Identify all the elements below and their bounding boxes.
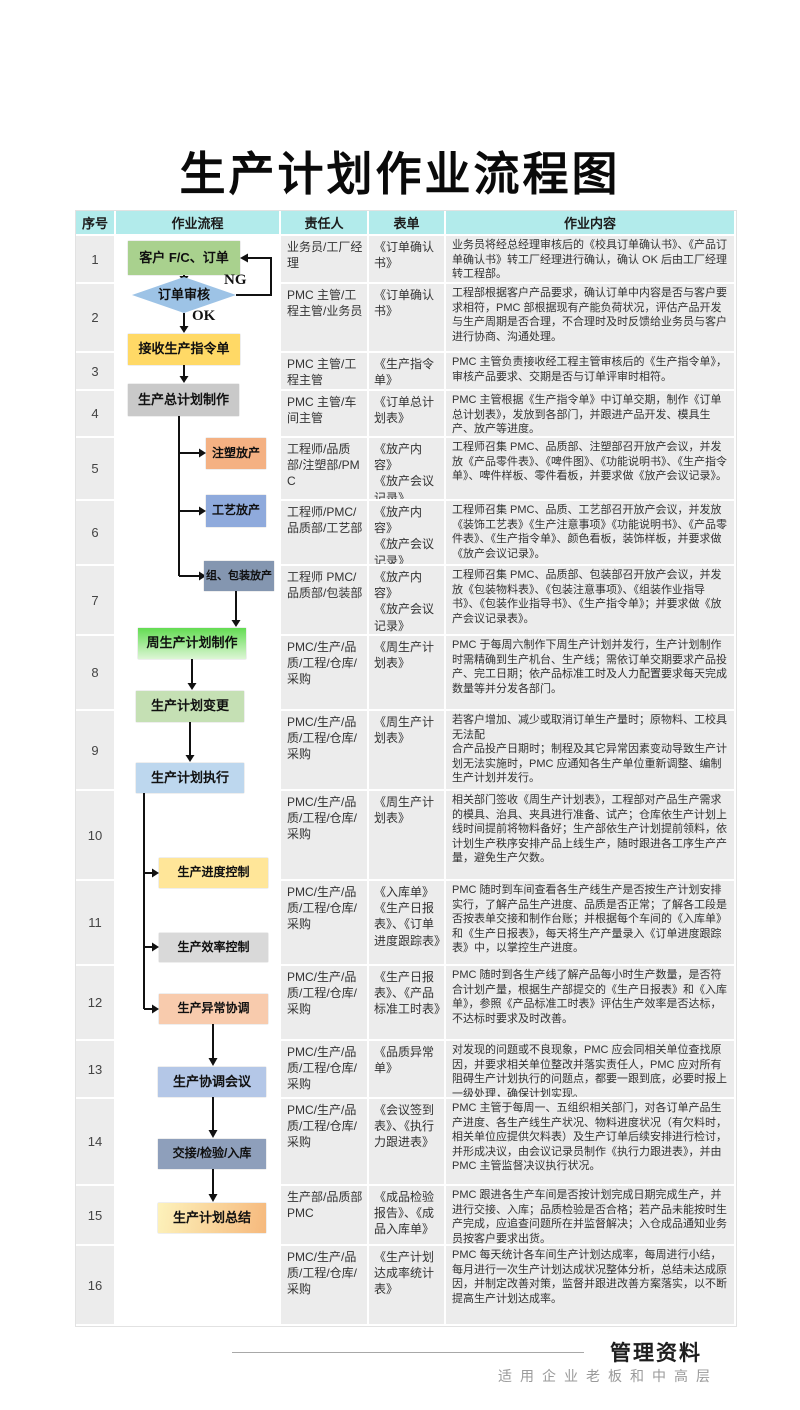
- row-no: 3: [76, 353, 116, 391]
- row-forms: 《生产日报表》、《产品标准工时表》: [369, 966, 446, 1041]
- row-no: 6: [76, 501, 116, 566]
- flow-node-coordination-meeting: 生产协调会议: [158, 1067, 266, 1097]
- row-owner: PMC/生产/品质/工程/仓库/采购: [281, 1041, 369, 1099]
- column-header-owner: 责任人: [281, 211, 369, 236]
- flow-node-weekly-plan: 周生产计划制作: [138, 628, 246, 659]
- row-owner: PMC 主管/工程主管: [281, 353, 369, 391]
- row-forms: 《周生产计划表》: [369, 791, 446, 881]
- flow-node-plan-execute: 生产计划执行: [136, 763, 244, 793]
- flow-node-plan-summary: 生产计划总结: [158, 1203, 266, 1233]
- row-owner: PMC/生产/品质/工程/仓库/采购: [281, 1246, 369, 1326]
- flow-node-injection-release: 注塑放产: [206, 438, 266, 469]
- flow-node-master-plan: 生产总计划制作: [128, 384, 239, 416]
- row-content: PMC 随时到车间查看各生产线生产是否按生产计划安排实行，了解产品生产进度、品质…: [446, 881, 736, 966]
- column-header-forms: 表单: [369, 211, 446, 236]
- row-owner: PMC 主管/工程主管/业务员: [281, 284, 369, 353]
- row-no: 11: [76, 881, 116, 966]
- row-no: 12: [76, 966, 116, 1041]
- row-no: 8: [76, 636, 116, 711]
- row-no: 14: [76, 1099, 116, 1186]
- row-owner: PMC/生产/品质/工程/仓库/采购: [281, 966, 369, 1041]
- row-owner: PMC/生产/品质/工程/仓库/采购: [281, 791, 369, 881]
- row-owner: 工程师 PMC/品质部/包装部: [281, 566, 369, 636]
- row-owner: 业务员/工厂经理: [281, 236, 369, 284]
- row-no: 16: [76, 1246, 116, 1326]
- row-content: 相关部门签收《周生产计划表》，工程部对产品生产需求的模具、治具、夹具进行准备、试…: [446, 791, 736, 881]
- row-owner: PMC/生产/品质/工程/仓库/采购: [281, 711, 369, 791]
- row-no: 9: [76, 711, 116, 791]
- row-no: 13: [76, 1041, 116, 1099]
- flow-node-craft-release: 工艺放产: [206, 495, 266, 527]
- row-forms: 《生产计划达成率统计表》: [369, 1246, 446, 1326]
- column-header-flow: 作业流程: [116, 211, 281, 236]
- column-header-no: 序号: [76, 211, 116, 236]
- row-content: PMC 主管根据《生产指令单》中订单交期，制作《订单总计划表》，发放到各部门，并…: [446, 391, 736, 438]
- row-content: 对发现的问题或不良现象，PMC 应会同相关单位查找原因，并要求相关单位整改并落实…: [446, 1041, 736, 1099]
- row-owner: 生产部/品质部 PMC: [281, 1186, 369, 1246]
- row-content: 业务员将经总经理审核后的《校具订单确认书》、《产品订单确认书》转工厂经理进行确认…: [446, 236, 736, 284]
- flow-node-receive-order: 接收生产指令单: [128, 334, 240, 365]
- row-owner: 工程师/PMC/品质部/工艺部: [281, 501, 369, 566]
- footer-brand: 管理资料: [610, 1342, 702, 1365]
- footer-tagline: 适用企业老板和中高层: [498, 1368, 718, 1384]
- row-owner: PMC/生产/品质/工程/仓库/采购: [281, 881, 369, 966]
- row-forms: 《订单确认书》: [369, 284, 446, 353]
- edge-label-ok: OK: [192, 308, 216, 324]
- row-forms: 《周生产计划表》: [369, 711, 446, 791]
- row-content: PMC 主管负责接收经工程主管审核后的《生产指令单》，审核产品要求、交期是否与订…: [446, 353, 736, 391]
- row-content: 工程师召集 PMC、品质部、包装部召开放产会议，并发放《包装物料表》、《包装注意…: [446, 566, 736, 636]
- row-no: 2: [76, 284, 116, 353]
- row-owner: PMC/生产/品质/工程/仓库/采购: [281, 636, 369, 711]
- workflow-table: 序号 作业流程 责任人 表单 作业内容: [75, 210, 737, 1327]
- row-forms: 《入库单》《生产日报表》、《订单进度跟踪表》: [369, 881, 446, 966]
- row-content: 工程师召集 PMC、品质部、注塑部召开放产会议，并发放《产品零件表》、《啤件图》…: [446, 438, 736, 501]
- row-content: PMC 随时到各生产线了解产品每小时生产数量，是否符合计划产量，根据生产部提交的…: [446, 966, 736, 1041]
- flow-node-progress-control: 生产进度控制: [159, 858, 268, 888]
- row-no: 4: [76, 391, 116, 438]
- row-content: 若客户增加、减少或取消订单生产量时；原物料、工校具无法配 合产品投产日期时；制程…: [446, 711, 736, 791]
- row-content: 工程师召集 PMC、品质、工艺部召开放产会议，并发放《装饰工艺表》《生产注意事项…: [446, 501, 736, 566]
- row-forms: 《放产内容》 《放产会议记录》: [369, 501, 446, 566]
- row-forms: 《周生产计划表》: [369, 636, 446, 711]
- flow-node-efficiency-control: 生产效率控制: [159, 933, 268, 962]
- row-owner: PMC/生产/品质/工程/仓库/采购: [281, 1099, 369, 1186]
- flowchart-canvas: 客户 F/C、订单 订单审核 NG OK 接收生产指令单 生产总计划制作 注塑放…: [116, 236, 281, 1326]
- row-owner: 工程师/品质部/注塑部/PMC: [281, 438, 369, 501]
- flow-node-plan-change: 生产计划变更: [136, 691, 244, 722]
- row-no: 1: [76, 236, 116, 284]
- row-no: 5: [76, 438, 116, 501]
- row-no: 10: [76, 791, 116, 881]
- row-no: 7: [76, 566, 116, 636]
- edge-label-ng: NG: [224, 272, 247, 288]
- flowchart-connectors: [143, 253, 272, 1202]
- row-forms: 《成品检验报告》、《成品入库单》: [369, 1186, 446, 1246]
- row-forms: 《订单总计划表》: [369, 391, 446, 438]
- row-forms: 《订单确认书》: [369, 236, 446, 284]
- row-owner: PMC 主管/车间主管: [281, 391, 369, 438]
- column-header-content: 作业内容: [446, 211, 736, 236]
- row-forms: 《生产指令单》: [369, 353, 446, 391]
- row-content: PMC 主管于每周一、五组织相关部门，对各订单产品生产进度、各生产线生产状况、物…: [446, 1099, 736, 1186]
- flow-node-pack-release: 组、包装放产: [204, 561, 274, 591]
- row-no: 15: [76, 1186, 116, 1246]
- row-content: 工程部根据客户产品要求，确认订单中内容是否与客户要求相符，PMC 部根据现有产能…: [446, 284, 736, 353]
- row-content: PMC 每天统计各车间生产计划达成率，每周进行小结，每月进行一次生产计划达成状况…: [446, 1246, 736, 1326]
- row-forms: 《放产内容》 《放产会议记录》: [369, 566, 446, 636]
- row-forms: 《品质异常单》: [369, 1041, 446, 1099]
- row-content: PMC 于每周六制作下周生产计划并发行，生产计划制作时需精确到生产机台、生产线；…: [446, 636, 736, 711]
- flow-node-handover-inspect-instock: 交接/检验/入库: [158, 1139, 266, 1169]
- row-forms: 《会议签到表》、《执行力跟进表》: [369, 1099, 446, 1186]
- row-content: PMC 跟进各生产车间是否按计划完成日期完成生产，并进行交接、入库；品质检验是否…: [446, 1186, 736, 1246]
- footer-divider: [232, 1352, 584, 1353]
- flow-node-abnormal-coordination: 生产异常协调: [159, 994, 268, 1024]
- flow-node-customer-order: 客户 F/C、订单: [128, 241, 240, 275]
- page-title: 生产计划作业流程图: [179, 148, 621, 200]
- row-forms: 《放产内容》 《放产会议记录》: [369, 438, 446, 501]
